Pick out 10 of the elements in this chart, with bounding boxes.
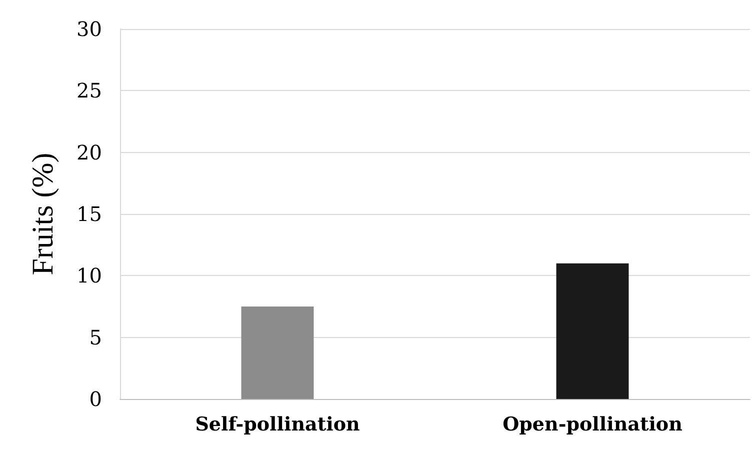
- y-tick-label: 25: [76, 78, 102, 103]
- y-tick-label: 30: [76, 17, 102, 41]
- y-tick-label: 10: [76, 264, 102, 288]
- y-tick-label: 0: [89, 387, 102, 411]
- x-tick-label: Open-pollination: [502, 414, 683, 436]
- x-tick-label: Self-pollination: [195, 414, 360, 436]
- y-tick-label: 20: [76, 140, 102, 164]
- y-axis-title: Fruits (%): [26, 152, 60, 276]
- y-tick-label: 15: [76, 202, 102, 226]
- y-tick-label: 5: [89, 325, 102, 350]
